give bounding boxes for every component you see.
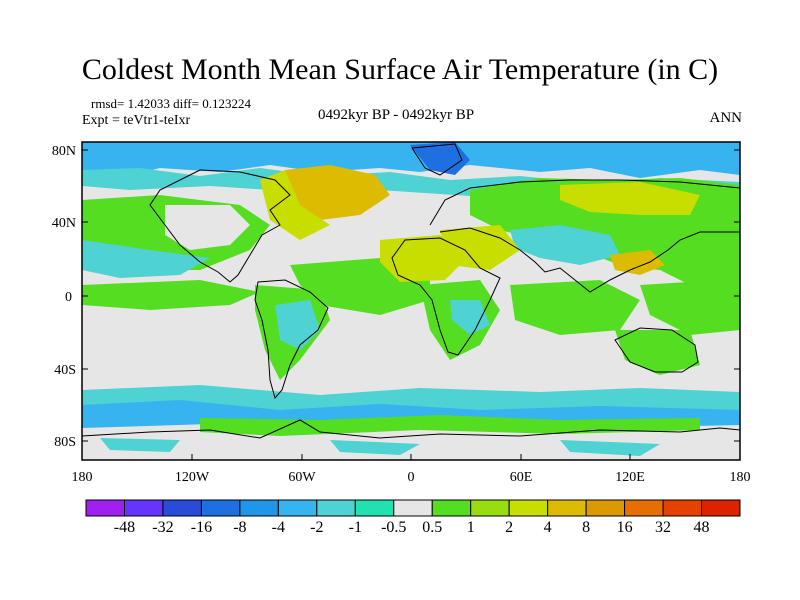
north-pacific-cyan <box>82 240 210 278</box>
colorbar-label: -16 <box>191 519 212 536</box>
colorbar-label: 4 <box>544 519 552 536</box>
lon-tick-marks <box>191 454 631 460</box>
colorbar-label: 16 <box>617 519 633 536</box>
lat-label-40n: 40N <box>52 216 76 231</box>
lat-tick-marks <box>82 149 740 442</box>
coast-australia <box>614 327 699 373</box>
coast-africa <box>391 237 501 356</box>
colorbar-label: -2 <box>310 519 323 536</box>
colorbar-box <box>470 499 510 517</box>
colorbar-label: 2 <box>505 519 513 536</box>
colorbar-box <box>431 499 472 517</box>
coastlines <box>81 143 741 439</box>
colorbar-boxes <box>85 499 741 517</box>
colorbar-box <box>624 499 664 517</box>
colorbar-label: 0.5 <box>422 519 442 536</box>
lon-label-0: 0 <box>408 470 415 485</box>
colorbar-box <box>508 499 549 517</box>
lat-label-80n: 80N <box>52 144 76 159</box>
australia-green <box>615 330 700 375</box>
colorbar-box <box>239 499 279 517</box>
colorbar-box <box>123 499 164 517</box>
southern-green-band <box>200 415 700 436</box>
rmsd-diff-label: rmsd= 1.42033 diff= 0.123224 <box>91 96 251 111</box>
lon-label-60e: 60E <box>510 470 533 485</box>
colorbar-label: 1 <box>467 519 475 536</box>
colorbar-box <box>662 499 703 517</box>
coast-europe-asia <box>429 179 741 293</box>
experiment-label: Expt = teVtr1-teIxr <box>82 113 191 128</box>
coast-north-america <box>149 169 291 283</box>
central-asia-cyan <box>510 225 620 265</box>
colorbar-label: -8 <box>233 519 246 536</box>
africa-cyan <box>450 300 490 335</box>
lon-label-180w: 180 <box>72 470 93 485</box>
page-title: Coldest Month Mean Surface Air Temperatu… <box>81 53 719 86</box>
indian-ocean-green <box>510 280 640 335</box>
colorbar-label: -0.5 <box>381 519 406 536</box>
colorbar-box <box>200 499 241 517</box>
coast-antarctica <box>81 419 741 439</box>
colorbar-label: 48 <box>694 519 710 536</box>
lon-label-120w: 120W <box>175 470 210 485</box>
colorbar-box <box>354 499 395 517</box>
colorbar-box <box>585 499 626 517</box>
coast-greenland <box>411 143 463 176</box>
colorbar-label: 32 <box>655 519 671 536</box>
north-atlantic-yellow <box>260 170 330 240</box>
greenland-blue <box>410 142 470 175</box>
colorbar-label: -32 <box>152 519 173 536</box>
colorbar-box <box>316 499 356 517</box>
sahara-yellow <box>380 235 470 282</box>
china-orange <box>610 250 665 275</box>
colorbar-box <box>701 499 741 517</box>
field-patches <box>82 142 740 460</box>
colorbar-box <box>547 499 587 517</box>
lat-label-0: 0 <box>65 290 72 305</box>
colorbar-label: -48 <box>114 519 135 536</box>
period-label: 0492kyr BP - 0492kyr BP <box>318 107 475 123</box>
colorbar-label: -4 <box>272 519 285 536</box>
antarctic-patches <box>100 438 660 456</box>
colorbar-box <box>277 499 318 517</box>
lon-label-120e: 120E <box>615 470 645 485</box>
lat-label-80s: 80S <box>54 435 76 450</box>
eurasia-yellow <box>560 182 700 215</box>
north-america-grey <box>165 205 250 250</box>
lon-label-60w: 60W <box>288 470 316 485</box>
arctic-blue-band <box>82 142 740 178</box>
lat-label-40s: 40S <box>54 363 76 378</box>
colorbar-box <box>162 499 202 517</box>
colorbar-box <box>393 499 433 517</box>
lon-label-180e: 180 <box>730 470 751 485</box>
tropical-pacific-green <box>82 280 260 310</box>
maritime-green <box>640 280 740 335</box>
season-label: ANN <box>709 110 743 126</box>
colorbar-label: 8 <box>582 519 590 536</box>
colorbar-label: -1 <box>349 519 362 536</box>
colorbar-box <box>85 499 125 517</box>
colorbar-labels: -48 -32 -16 -8 -4 -2 -1 -0.5 0.5 1 2 4 8 16 32 48 <box>114 519 710 536</box>
coast-south-america <box>254 279 329 400</box>
north-atlantic-orange <box>285 165 390 220</box>
